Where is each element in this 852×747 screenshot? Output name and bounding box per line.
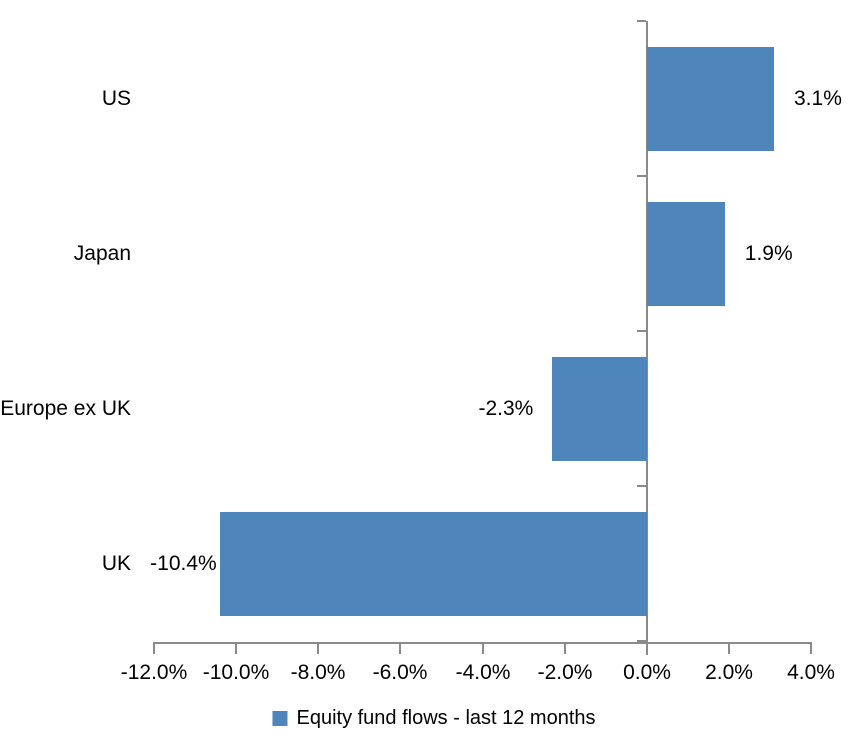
category-label-europe-ex-uk: Europe ex UK [0, 396, 131, 420]
x-axis-tick [564, 642, 566, 654]
category-axis-tick [637, 330, 646, 332]
category-label-us: US [101, 86, 131, 110]
data-label-japan: 1.9% [744, 241, 793, 265]
data-label-uk: -10.4% [150, 551, 217, 575]
bar-us [646, 46, 775, 151]
category-label-uk: UK [101, 551, 131, 575]
x-axis-tick-label: -10.0% [202, 661, 270, 684]
bar-japan [646, 201, 725, 306]
legend-swatch-icon [272, 710, 288, 726]
category-axis-tick [637, 640, 646, 642]
x-axis-tick [810, 642, 812, 654]
x-axis-tick [317, 642, 319, 654]
x-axis-tick [646, 642, 648, 654]
bar-europe-ex-uk [552, 356, 647, 461]
x-axis-tick-label: -6.0% [372, 661, 428, 684]
category-label-japan: Japan [73, 241, 131, 265]
x-axis-tick-label: -12.0% [120, 661, 188, 684]
category-axis-line [646, 21, 648, 655]
category-axis-tick [637, 20, 646, 22]
data-label-us: 3.1% [794, 86, 842, 110]
legend: Equity fund flows - last 12 months [272, 703, 596, 733]
x-axis-tick [399, 642, 401, 654]
x-axis-tick [728, 642, 730, 654]
x-axis-tick-label: -4.0% [455, 661, 511, 684]
x-axis-tick-label: 4.0% [787, 661, 835, 684]
data-label-europe-ex-uk: -2.3% [478, 396, 534, 420]
bar-uk [219, 511, 647, 616]
x-axis-tick-label: 2.0% [705, 661, 753, 684]
category-axis-tick [637, 485, 646, 487]
x-axis-tick [482, 642, 484, 654]
x-axis-tick-label: 0.0% [623, 661, 671, 684]
category-axis-tick [637, 175, 646, 177]
x-axis-tick-label: -8.0% [290, 661, 346, 684]
x-axis-tick-label: -2.0% [537, 661, 593, 684]
x-axis-tick [153, 642, 155, 654]
x-axis-tick [235, 642, 237, 654]
legend-label: Equity fund flows - last 12 months [296, 706, 596, 729]
